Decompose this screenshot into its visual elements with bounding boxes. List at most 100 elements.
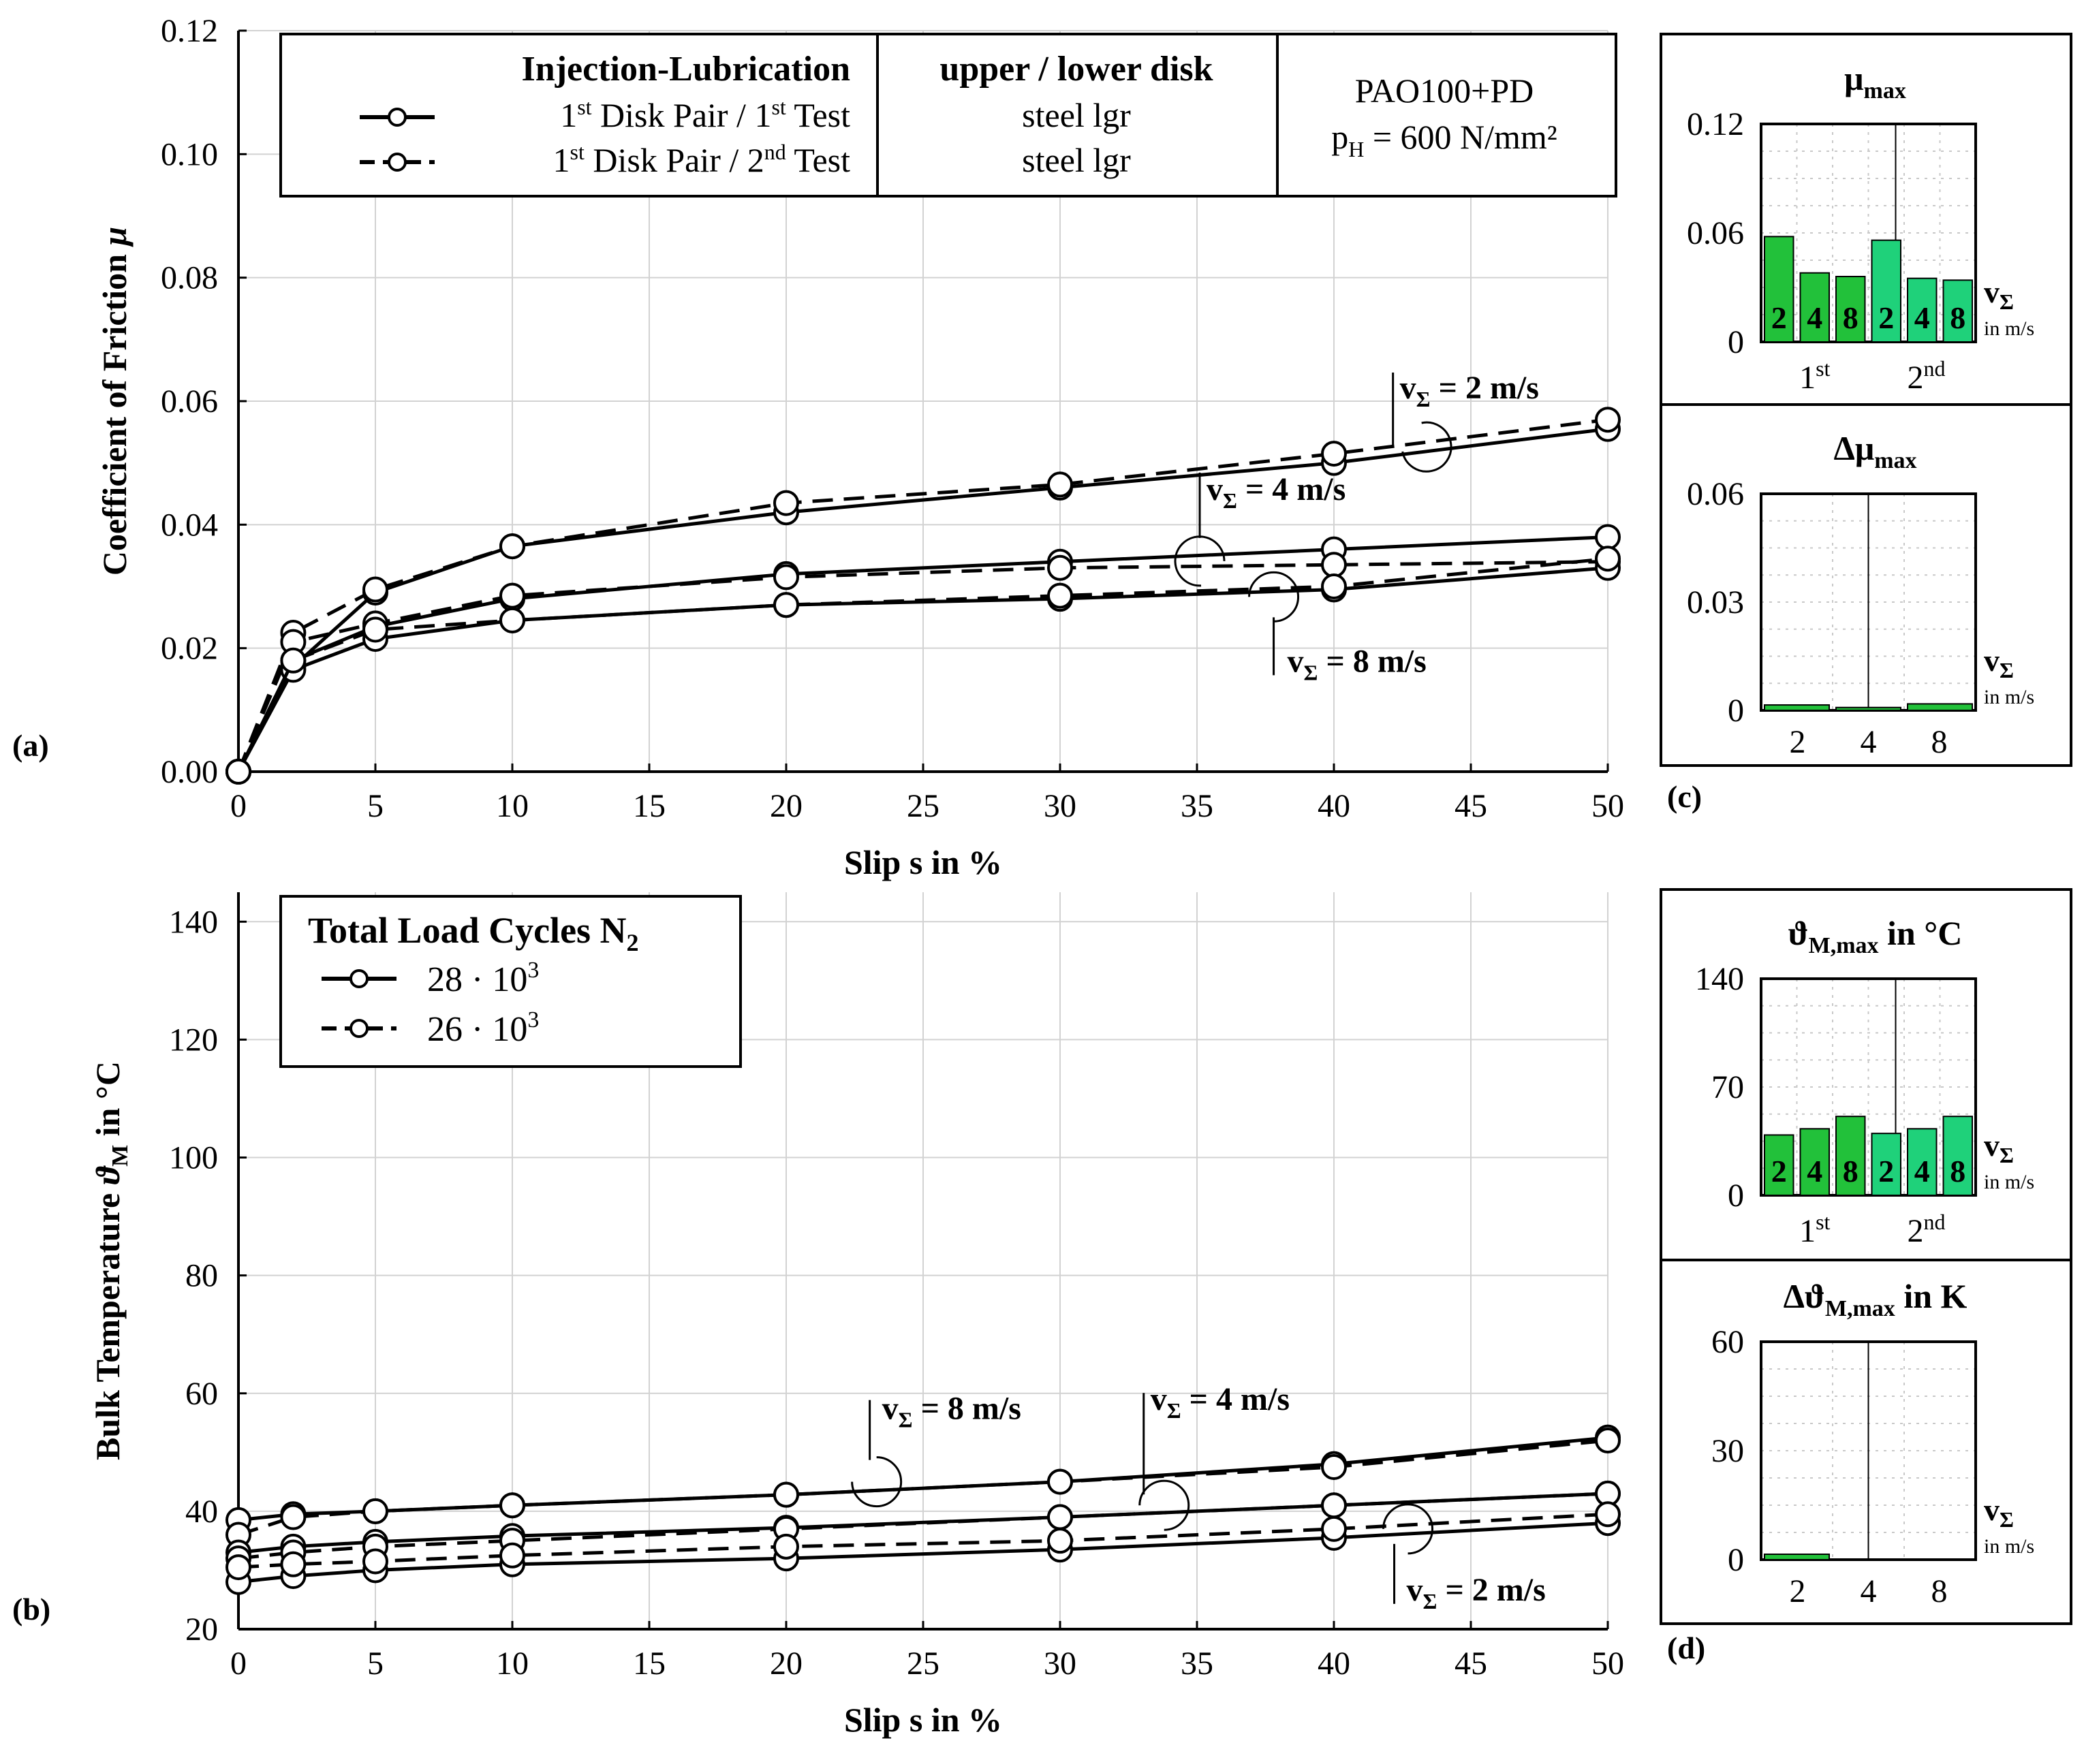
legend-title: Total Load Cycles N2 xyxy=(308,910,639,956)
x-tick-label: 20 xyxy=(770,1645,803,1682)
data-point xyxy=(499,582,525,609)
bar xyxy=(1871,239,1901,343)
data-point xyxy=(1047,582,1073,609)
x-tick-label: 10 xyxy=(496,1645,529,1682)
data-point xyxy=(1047,471,1073,498)
series-line-2ms-solid xyxy=(238,1521,1608,1584)
bar-label: 8 xyxy=(1950,300,1965,335)
bar xyxy=(1835,1116,1866,1196)
y-tick-label: 0 xyxy=(1728,693,1744,729)
chart-d-delta-theta-max: ΔϑM,max in K 0 30 60 2 4 8 vΣ in m/s xyxy=(1660,1259,2072,1625)
y-tick-label: 0.12 xyxy=(161,13,218,49)
y-tick-label: 0.08 xyxy=(161,260,218,296)
bar xyxy=(1942,279,1973,343)
unit-label: vΣ xyxy=(1984,274,2014,314)
data-point xyxy=(280,1551,307,1577)
y-tick-label: 120 xyxy=(169,1022,218,1058)
legend-marker xyxy=(388,108,407,127)
x-tick-label: 15 xyxy=(633,1645,666,1682)
x-tick-label: 50 xyxy=(1591,788,1624,824)
data-point xyxy=(1321,552,1347,578)
chart-b: 0 5 10 15 20 25 30 35 40 45 50 20 40 60 80 100 120 140 Sli… xyxy=(89,892,1624,1739)
y-axis-label: Bulk Temperature ϑM in °C xyxy=(89,1061,133,1460)
group-label: 1st xyxy=(1799,1210,1830,1249)
bar-label: 2 xyxy=(1878,1154,1894,1188)
data-point xyxy=(280,647,307,674)
annotation-label: vΣ = 8 m/s xyxy=(1288,643,1427,684)
y-tick-label: 0.00 xyxy=(161,754,218,790)
data-point xyxy=(773,490,799,516)
series-line-8ms-dashed xyxy=(238,1438,1608,1537)
bar xyxy=(1764,704,1830,712)
series-line-2ms-dashed xyxy=(238,1512,1608,1569)
plot-area xyxy=(1760,123,1977,343)
x-tick-label: 35 xyxy=(1181,788,1213,824)
y-tick-label: 0.06 xyxy=(161,383,218,420)
data-point xyxy=(773,1533,799,1560)
annotation-arc xyxy=(1401,421,1452,473)
legend-col2-line1: steel lgr xyxy=(1022,96,1131,134)
legend-marker xyxy=(349,969,369,988)
data-point xyxy=(773,1481,799,1508)
x-axis-label: Slip s in % xyxy=(844,1701,1002,1739)
y-tick-label: 0.03 xyxy=(1687,584,1744,620)
data-point xyxy=(1321,1453,1347,1480)
unit-label-line2: in m/s xyxy=(1984,1535,2034,1558)
data-point xyxy=(1595,1501,1621,1528)
legend-col3-line2: pH = 600 N/mm² xyxy=(1331,118,1557,161)
y-tick-label: 0.06 xyxy=(1687,215,1744,251)
legend-entry-2: 26 · 103 xyxy=(427,1007,539,1049)
annotation-arc xyxy=(851,1456,903,1508)
data-point xyxy=(499,1542,525,1569)
data-point xyxy=(773,592,799,618)
panel-title: μmax xyxy=(1844,59,1906,104)
panel-title: ΔϑM,max in K xyxy=(1784,1277,1968,1321)
plot-area xyxy=(1760,977,1977,1197)
legend-entry-2: 1st Disk Pair / 2nd Test xyxy=(553,140,851,179)
group-label: 1st xyxy=(1799,356,1830,396)
group-label: 2nd xyxy=(1908,356,1946,396)
bar-label: 8 xyxy=(1843,300,1859,335)
data-point xyxy=(1321,441,1347,467)
x-tick-label: 50 xyxy=(1591,1645,1624,1682)
x-tick-label: 30 xyxy=(1044,788,1076,824)
series-line-2ms-dashed xyxy=(236,418,1608,772)
unit-label: vΣ xyxy=(1984,643,2014,682)
y-tick-label: 140 xyxy=(1695,961,1744,997)
annotation-arc xyxy=(1248,571,1300,623)
data-point xyxy=(362,1498,388,1524)
x-tick-label: 45 xyxy=(1455,1645,1487,1682)
data-point xyxy=(1321,1492,1347,1519)
bar-label: 2 xyxy=(1771,300,1787,335)
x-tick-label: 10 xyxy=(496,788,529,824)
x-axis-label: Slip s in % xyxy=(844,843,1002,881)
annotation-arc xyxy=(1382,1503,1434,1555)
annotation-label: vΣ = 2 m/s xyxy=(1407,1572,1546,1613)
unit-label: vΣ xyxy=(1984,1128,2014,1167)
y-tick-label: 70 xyxy=(1711,1069,1744,1105)
legend-col1-title: Injection-Lubrication xyxy=(522,50,851,89)
data-point xyxy=(225,759,251,785)
x-tick-label: 15 xyxy=(633,788,666,824)
data-point xyxy=(1321,573,1347,599)
data-point xyxy=(362,1548,388,1575)
data-point xyxy=(1047,1528,1073,1554)
data-point xyxy=(1595,1428,1621,1454)
bar-label: 4 xyxy=(1914,300,1930,335)
chart-c-delta-mu-max: Δμmax 0 0.03 0.06 2 4 8 vΣ in m/s xyxy=(1660,403,2072,767)
x-tick-label: 2 xyxy=(1790,1573,1806,1609)
bar xyxy=(1799,272,1830,343)
data-point xyxy=(1047,1504,1073,1530)
y-tick-label: 0.12 xyxy=(1687,106,1744,142)
bar-label: 4 xyxy=(1914,1154,1930,1188)
panel-title: Δμmax xyxy=(1833,429,1916,473)
legend-col2-title: upper / lower disk xyxy=(939,50,1213,89)
bar xyxy=(1764,236,1794,343)
panel-frame xyxy=(1660,1259,2072,1625)
annotation-label: vΣ = 2 m/s xyxy=(1400,370,1539,411)
plot-area xyxy=(1760,1340,1977,1561)
data-point xyxy=(280,1504,307,1530)
panel-label-c: (c) xyxy=(1667,779,1702,814)
